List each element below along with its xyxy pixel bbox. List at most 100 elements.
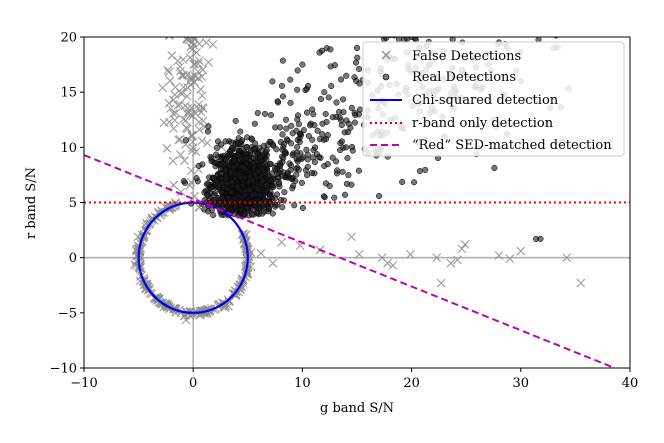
false-detection-point [197,136,207,146]
false-detection-point [201,38,211,47]
real-detection-point [345,172,352,179]
false-detection-point [188,37,198,38]
x-tick-label: 40 [622,376,639,391]
real-detection-point [281,189,288,196]
false-detection-point [168,156,178,166]
false-detection-point [505,254,515,264]
real-detection-point [452,21,458,27]
real-detection-point [223,172,230,179]
real-detection-point [218,211,225,218]
real-detection-point [230,145,237,152]
real-detection-point [304,172,311,179]
false-detection-point [194,56,204,66]
false-detection-point [169,37,179,38]
x-tick-label: 0 [189,376,197,391]
false-detection-point [354,249,364,259]
false-detection-point [178,55,188,65]
false-detection-point [179,71,189,80]
real-detection-point [315,154,323,161]
real-detection-point [273,146,280,153]
real-detection-point [199,161,206,168]
real-detection-point [193,175,200,182]
real-detection-point [239,211,246,218]
real-detection-point [351,109,358,116]
real-detection-point [244,204,251,211]
x-tick-label: 20 [403,376,420,391]
real-detection-point [504,10,510,16]
real-detection-point [289,130,296,137]
real-detection-point [281,148,288,155]
real-detection-point [238,141,245,148]
real-detection-point [272,124,279,131]
real-detection-point [204,180,212,187]
false-detection-point [576,278,586,288]
real-detection-point [416,168,423,175]
real-detection-point [251,198,258,205]
real-detection-point [383,37,390,41]
real-detection-point [283,125,290,132]
false-detection-point [182,37,192,43]
real-detection-point [380,26,386,32]
x-tick-label: 10 [294,376,311,391]
real-detection-point [251,150,258,157]
real-detection-point [317,95,325,103]
false-detection-point [179,82,188,92]
y-tick-label: 0 [69,251,77,266]
false-detection-point [163,65,173,75]
legend-item-false-detections: False Detections [381,49,521,64]
y-tick-label: 20 [60,31,77,46]
legend-x-marker [381,50,391,60]
red-sed-threshold-line [84,154,616,368]
real-detection-point [343,180,350,187]
false-detection-point [193,67,203,77]
real-detection-point [298,179,305,186]
real-detection-point [299,154,306,161]
real-detection-point [205,123,212,130]
real-detection-point [280,141,287,148]
false-detection-point [174,135,183,145]
false-detection-point [176,150,185,160]
false-detection-point [176,187,186,197]
real-detection-point [331,194,338,201]
real-detection-point [356,24,362,30]
real-detection-point [503,37,506,38]
false-detection-point [164,98,174,108]
plot-area [84,10,630,368]
real-detection-point [322,110,329,117]
y-tick-label: 5 [69,196,77,211]
false-detection-point [181,123,191,133]
real-detection-point [471,13,477,19]
real-detection-point [432,30,438,36]
false-detection-point [186,76,196,85]
real-detection-point [275,179,283,186]
real-detection-point [246,186,253,193]
real-detection-point [296,138,303,145]
y-axis-label: r band S/N [24,167,39,239]
real-detection-point [251,145,258,152]
real-detection-point [513,24,519,30]
real-detection-point [212,180,219,187]
false-detection-point [189,37,198,43]
real-detection-point [339,168,346,175]
false-detection-point [516,246,526,256]
real-detection-point [309,154,316,161]
real-detection-point [259,177,266,185]
false-detection-point [173,101,183,110]
real-detection-point [337,147,344,154]
false-detection-point [164,117,174,127]
y-tick-label: −10 [50,362,77,377]
false-detection-point [175,62,185,72]
false-detection-point [165,104,175,113]
real-detection-point [293,171,300,178]
real-detection-point [222,138,229,145]
real-detection-point [304,82,312,90]
real-detection-point [353,44,361,52]
false-detection-point [182,91,192,101]
axes: −10 0 10 20 30 40 −10 −5 0 5 10 15 20 [50,31,639,392]
real-detection-point [474,17,480,23]
real-detection-point [520,17,526,23]
false-detection-point [188,137,198,147]
real-detection-point [300,127,307,134]
real-detection-point [321,89,328,96]
